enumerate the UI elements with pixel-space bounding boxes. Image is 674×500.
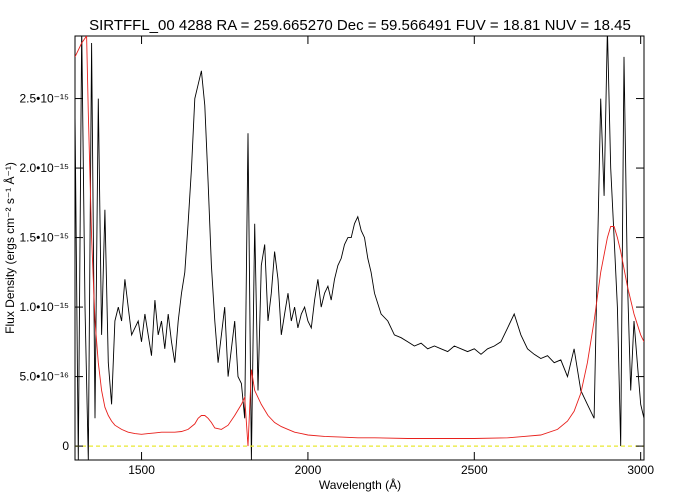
- y-tick-label: 1.5•10⁻¹⁵: [19, 231, 69, 245]
- y-tick-label: 0: [62, 439, 69, 453]
- series-layer: [75, 36, 644, 460]
- x-axis-label: Wavelength (Å): [319, 477, 401, 492]
- series-line-1: [75, 36, 644, 460]
- x-tick-label: 2500: [461, 463, 488, 477]
- x-tick-label: 1500: [128, 463, 155, 477]
- series-line-2: [75, 36, 644, 447]
- y-tick-label: 2.0•10⁻¹⁵: [19, 161, 69, 175]
- y-tick-label: 5.0•10⁻¹⁶: [20, 370, 70, 384]
- plot-frame: [74, 35, 645, 461]
- y-tick-label: 2.5•10⁻¹⁵: [19, 92, 69, 106]
- y-axis-label: Flux Density (ergs cm⁻² s⁻¹ Å⁻¹): [2, 162, 17, 334]
- chart-title: SIRTFFL_00 4288 RA = 259.665270 Dec = 59…: [89, 17, 631, 34]
- y-tick-label: 1.0•10⁻¹⁵: [19, 300, 69, 314]
- ticks-layer: 1500 2000 2500 3000 0 5.0•10⁻¹⁶ 1.0•10⁻¹⁵ 1.5•1…: [19, 36, 654, 477]
- x-tick-label: 3000: [627, 463, 654, 477]
- x-tick-label: 2000: [295, 463, 322, 477]
